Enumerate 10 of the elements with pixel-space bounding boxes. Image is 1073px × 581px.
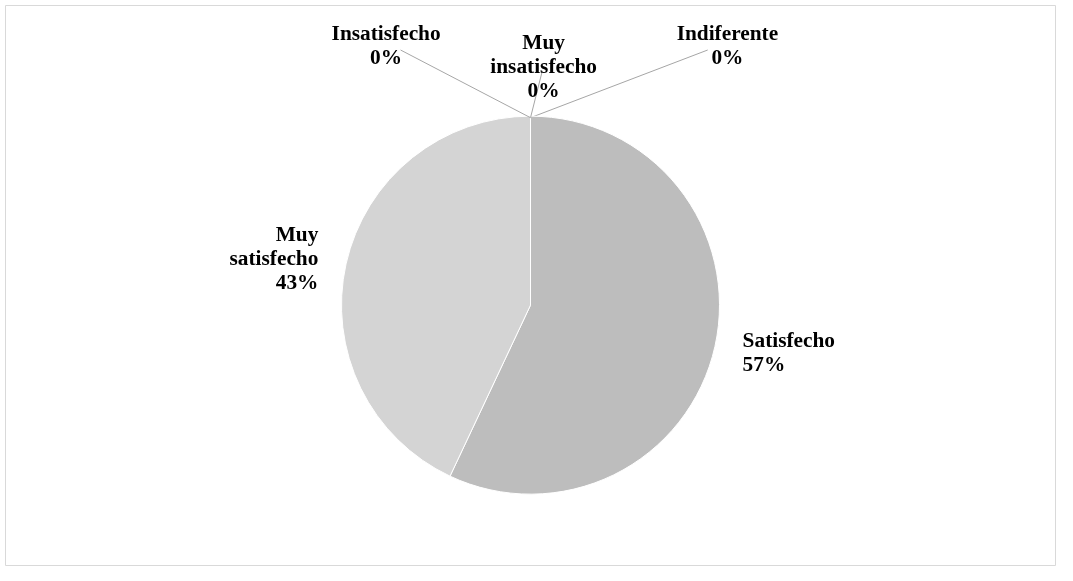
text: 0% [370,44,403,69]
category-label: Muy insatisfecho [490,29,597,78]
data-label: 57% [742,352,786,377]
slice-label: Muy satisfecho [229,222,319,271]
text: 0% [711,44,744,69]
slice-label: Satisfecho [742,328,836,353]
category-label: Indiferente [676,20,779,45]
category-label: Insatisfecho [331,20,441,45]
text: 0% [527,77,560,102]
data-label: 43% [275,270,319,295]
